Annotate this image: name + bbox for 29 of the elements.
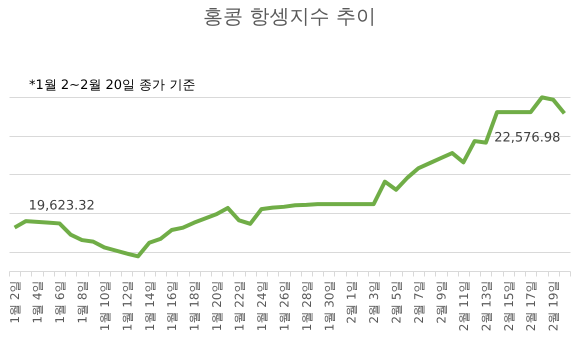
x-tick-label: 2월 5일 bbox=[390, 280, 404, 324]
text: *1월 2~2월 20일 종가 기준 bbox=[29, 78, 196, 93]
x-tick-label: 1월 16일 bbox=[165, 280, 180, 332]
x-tick-label: 2월 7일 bbox=[412, 280, 426, 324]
x-tick-label: 1월 28일 bbox=[300, 280, 314, 332]
data-label: 19,623.32 bbox=[28, 198, 95, 214]
x-tick-label: 2월 3일 bbox=[367, 280, 382, 324]
chart-title: 홍콩 항셍지수 추이 bbox=[203, 4, 376, 28]
x-tick-label: 1월 22일 bbox=[232, 280, 247, 332]
x-tick-label: 2월 9일 bbox=[434, 280, 448, 324]
x-tick-label: 2월 17일 bbox=[524, 280, 538, 332]
x-tick-label: 1월 2일 bbox=[8, 280, 22, 324]
x-tick-label: 1월 12일 bbox=[120, 280, 134, 332]
x-tick-label: 1월 18일 bbox=[188, 280, 202, 332]
x-tick-label: 1월 14일 bbox=[142, 280, 157, 332]
x-tick-label: 2월 11일 bbox=[456, 280, 471, 332]
x-tick-label: 2월 1일 bbox=[344, 280, 359, 324]
x-tick-label: 2월 19일 bbox=[546, 280, 561, 332]
x-tick-label: 2월 13일 bbox=[479, 280, 494, 332]
x-tick-label: 1월 6일 bbox=[52, 280, 67, 324]
x-tick-label: 1월 10일 bbox=[98, 280, 112, 332]
x-tick-label: 1월 8일 bbox=[75, 280, 90, 324]
x-tick-label: 2월 15일 bbox=[502, 280, 516, 332]
x-tick-label: 1월 20일 bbox=[210, 280, 224, 332]
data-label: 22,576.98 bbox=[494, 130, 560, 146]
x-tick-label: 1월 4일 bbox=[30, 280, 45, 324]
x-tick-label: 1월 26일 bbox=[277, 280, 292, 332]
x-tick-label: 1월 24일 bbox=[254, 280, 269, 332]
x-tick-label: 1월 30일 bbox=[322, 280, 336, 332]
